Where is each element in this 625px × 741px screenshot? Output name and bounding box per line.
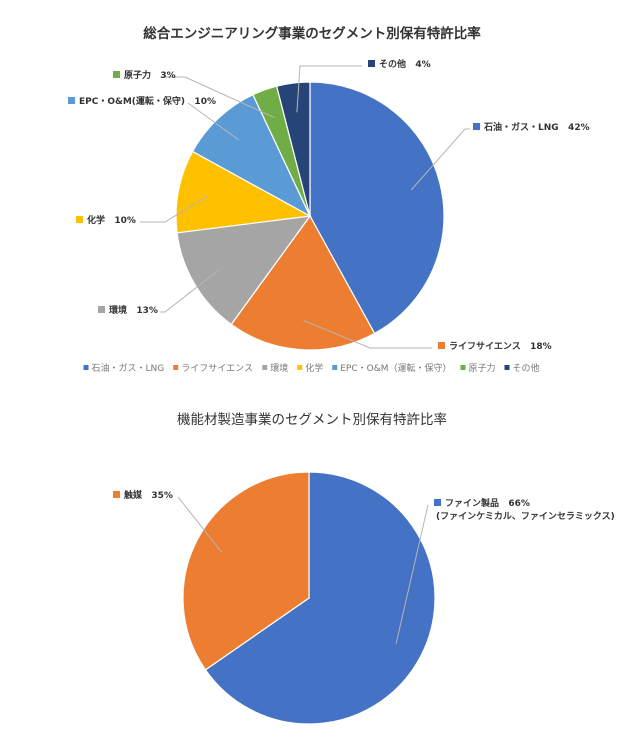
pie-slice <box>230 214 376 351</box>
pie-slice <box>204 471 436 725</box>
pie-slice <box>175 150 312 234</box>
label-swatch <box>68 97 75 104</box>
leader-line <box>303 319 432 349</box>
legend-swatch <box>332 365 338 370</box>
data-label: EPC・O&M(運転・保守) 10% <box>68 95 239 141</box>
legend-label: ライフサイエンス <box>181 363 253 374</box>
legend-item: 環境 <box>262 362 288 374</box>
data-label: ファイン製品 66% (ファインケミカル、ファインセラミックス) <box>395 497 615 644</box>
legend-label: 化学 <box>305 362 323 374</box>
legend-item: 化学 <box>297 362 323 374</box>
pie-slice <box>182 471 310 671</box>
leader-line <box>296 65 362 113</box>
label-swatch <box>434 499 441 506</box>
legend-item: EPC・O&M（運転・保守） <box>332 362 451 374</box>
leader-line <box>410 128 470 191</box>
legend-item: 石油・ガス・LNG <box>83 362 165 374</box>
leader-line <box>140 195 208 223</box>
data-label: 石油・ガス・LNG 42% <box>410 121 590 191</box>
data-label-text: 触媒 35% <box>123 489 173 501</box>
legend-swatch <box>460 365 466 370</box>
legend-swatch <box>173 365 179 370</box>
leader-line <box>160 268 221 313</box>
data-label-text: ライフサイエンス 18% <box>449 341 552 352</box>
legend-label: 原子力 <box>468 362 495 374</box>
legend-item: ライフサイエンス <box>173 363 253 374</box>
pie-slices <box>175 81 445 351</box>
leader-line <box>177 496 223 553</box>
label-swatch <box>473 123 480 130</box>
label-swatch <box>113 71 120 78</box>
data-label: 化学 10% <box>76 195 208 226</box>
leader-line <box>187 102 239 141</box>
data-label-subtext: (ファインケミカル、ファインセラミックス) <box>436 511 615 522</box>
pie-chart-2: 機能材製造事業のセグメント別保有特許比率 ファイン製品 66% (ファインケミカル… <box>113 411 615 725</box>
data-label-text: 化学 10% <box>87 214 136 226</box>
legend-item: 原子力 <box>460 362 496 374</box>
pie-chart-1: 総合エンジニアリング事業のセグメント別保有特許比率 石油・ガス・LNG 42% ラ… <box>68 25 590 374</box>
legend-swatch <box>262 365 268 370</box>
chart-title: 機能材製造事業のセグメント別保有特許比率 <box>177 411 447 428</box>
label-swatch <box>113 491 120 498</box>
pie-slice <box>191 93 312 218</box>
data-label: 触媒 35% <box>113 489 223 553</box>
data-label: 原子力 3% <box>113 69 275 119</box>
legend: 石油・ガス・LNG ライフサイエンス 環境 化学 EPC・O&M（運転・保守） 原子力 その… <box>83 362 540 374</box>
pie-slices <box>182 471 436 725</box>
leader-line <box>395 504 429 644</box>
label-swatch <box>438 342 445 349</box>
data-label: その他 4% <box>296 58 431 113</box>
data-label-text: EPC・O&M(運転・保守) 10% <box>79 95 216 107</box>
legend-label: その他 <box>512 362 539 374</box>
data-label-text: その他 4% <box>379 58 431 70</box>
data-label-text: 原子力 3% <box>124 69 176 81</box>
data-labels: 石油・ガス・LNG 42% ライフサイエンス 18% 環境 13% 化学 10% EPC… <box>68 58 590 352</box>
label-swatch <box>98 306 105 313</box>
legend-swatch <box>83 365 89 370</box>
data-labels: ファイン製品 66% (ファインケミカル、ファインセラミックス) 触媒 35% <box>113 489 615 644</box>
chart-title: 総合エンジニアリング事業のセグメント別保有特許比率 <box>143 25 481 42</box>
legend-label: EPC・O&M（運転・保守） <box>340 362 451 374</box>
label-swatch <box>76 216 83 223</box>
legend-label: 環境 <box>270 362 288 374</box>
pie-slice <box>275 81 311 217</box>
data-label: 環境 13% <box>98 268 221 316</box>
pie-slice <box>176 215 312 326</box>
data-label-text: 環境 13% <box>109 304 158 316</box>
data-label-text: ファイン製品 66% <box>445 497 530 509</box>
legend-label: 石油・ガス・LNG <box>92 362 165 374</box>
data-label: ライフサイエンス 18% <box>303 319 552 352</box>
pie-slice <box>309 81 445 335</box>
legend-swatch <box>297 365 303 370</box>
legend-item: その他 <box>504 362 540 374</box>
leader-line <box>160 76 275 119</box>
data-label-text: 石油・ガス・LNG 42% <box>483 121 590 133</box>
label-swatch <box>368 60 375 67</box>
legend-swatch <box>504 365 510 370</box>
